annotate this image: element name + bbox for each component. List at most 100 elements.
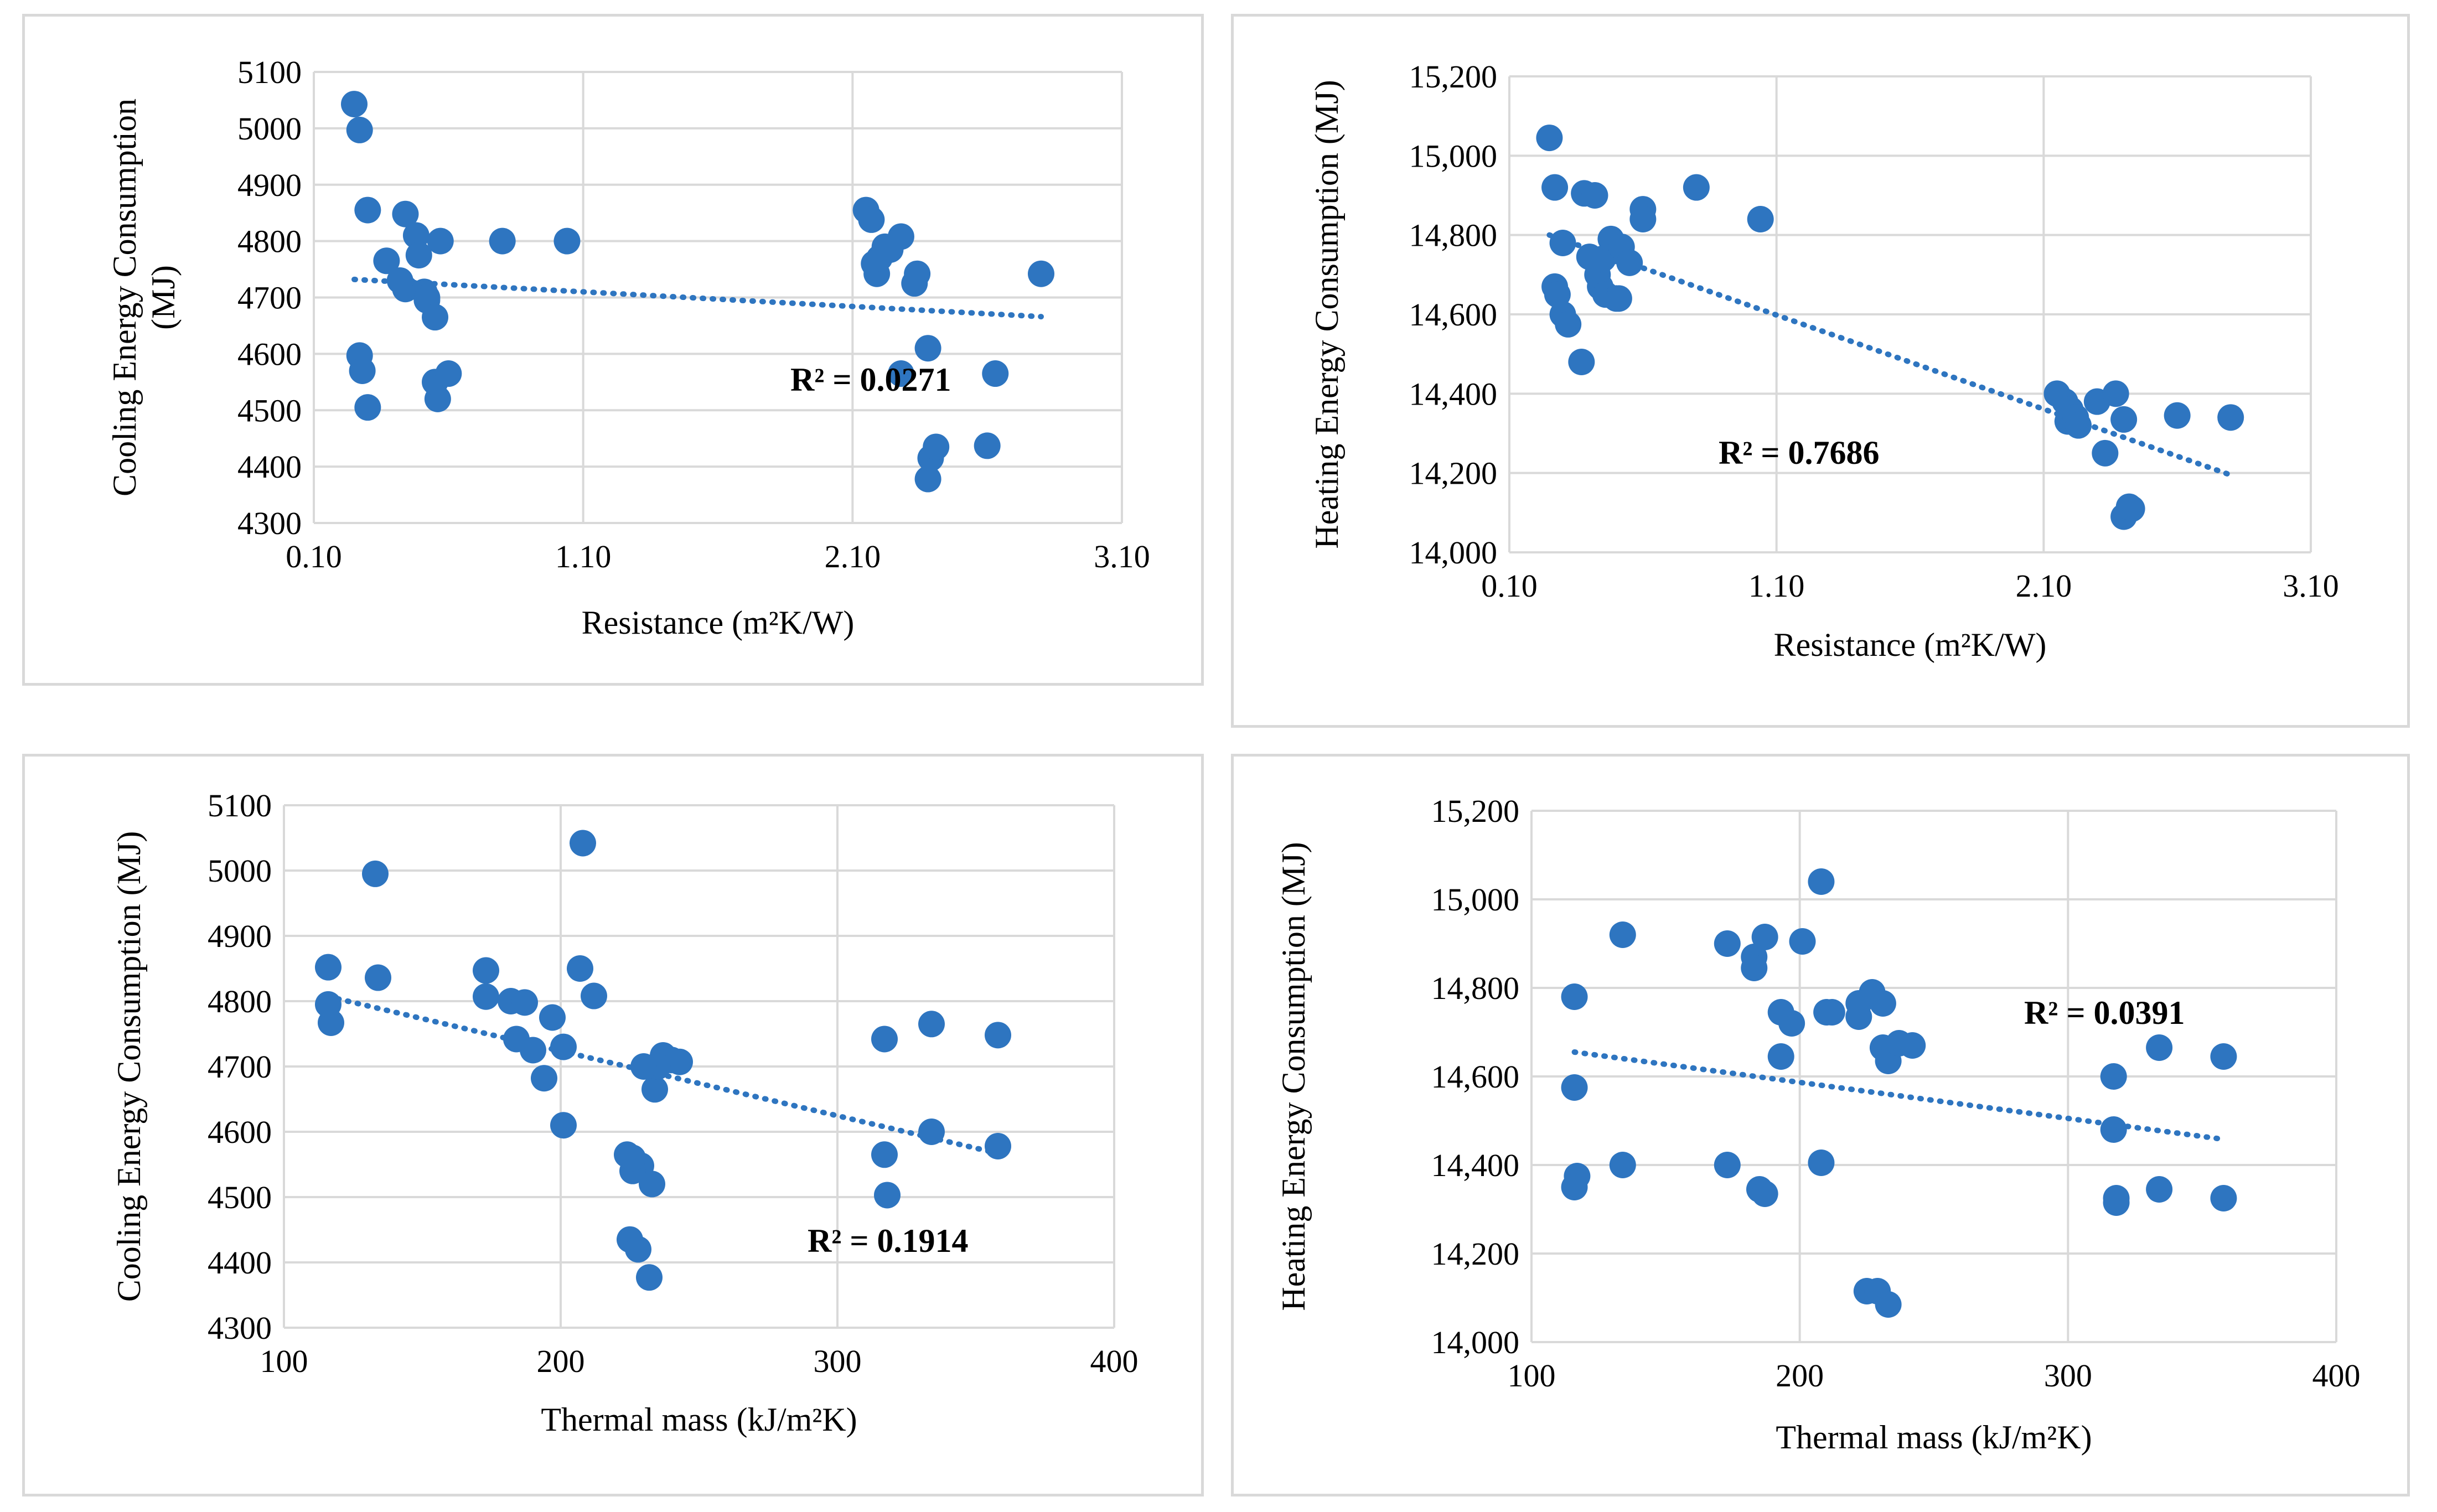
data-point <box>904 260 931 287</box>
x-tick-label: 200 <box>1776 1358 1824 1394</box>
data-point <box>2210 1043 2237 1070</box>
data-point <box>2164 402 2191 429</box>
y-tick-label: 4900 <box>208 918 272 954</box>
y-tick-label: 14,600 <box>1409 297 1498 333</box>
y-tick-label: 4300 <box>237 505 302 541</box>
data-point <box>422 304 448 331</box>
data-point <box>1741 955 1768 981</box>
r-squared-annotation: R² = 0.7686 <box>1719 434 1880 471</box>
data-point <box>2103 1189 2130 1216</box>
data-point <box>2100 1063 2127 1090</box>
chart-panel-heating-thermal-mass: 14,000 14,200 14,400 14,600 14,800 15,000 15,2… <box>1231 754 2410 1497</box>
data-point <box>354 394 381 421</box>
y-tick-label: 5000 <box>208 853 272 889</box>
x-tick-label: 200 <box>537 1343 585 1379</box>
data-point <box>918 1011 945 1038</box>
x-axis-label: Resistance (m²K/W) <box>1774 626 2047 663</box>
data-point <box>1751 1180 1778 1207</box>
y-tick-label: 14,200 <box>1409 455 1498 491</box>
data-point <box>858 206 885 233</box>
scatter-chart: 4300 4400 4500 4600 4700 4800 4900 5000 5100 100 2… <box>111 788 1139 1438</box>
scatter-chart: 14,000 14,200 14,400 14,600 14,800 15,000 15,2… <box>1308 59 2339 663</box>
data-point <box>570 830 596 857</box>
data-point <box>1616 249 1643 276</box>
data-point <box>2065 412 2092 439</box>
y-tick-label: 4700 <box>237 280 302 316</box>
data-point <box>2146 1176 2173 1203</box>
data-point <box>1818 999 1845 1026</box>
y-tick-label: 4400 <box>237 449 302 485</box>
data-point <box>1605 285 1632 312</box>
data-point <box>473 957 499 984</box>
y-tick-label: 14,000 <box>1409 535 1498 571</box>
data-point <box>985 1132 1011 1159</box>
data-point <box>405 242 432 269</box>
data-point <box>1778 1010 1805 1037</box>
data-point <box>1747 206 1774 232</box>
data-point <box>2092 439 2119 467</box>
x-axis-label: Thermal mass (kJ/m²K) <box>541 1401 857 1438</box>
data-point <box>531 1065 557 1092</box>
data-point <box>2210 1185 2237 1211</box>
y-axis-label: Cooling Energy Consumption(MJ) <box>106 99 182 496</box>
data-point <box>489 227 516 255</box>
data-point <box>1555 310 1582 338</box>
data-point <box>354 196 381 224</box>
y-tick-label: 15,200 <box>1409 59 1498 95</box>
y-tick-label: 4500 <box>237 392 302 428</box>
y-tick-label: 14,800 <box>1431 970 1520 1006</box>
data-point <box>567 955 593 982</box>
x-tick-label: 1.10 <box>555 538 612 574</box>
data-point <box>315 954 342 981</box>
x-tick-label: 0.10 <box>1481 568 1538 604</box>
x-tick-label: 3.10 <box>2283 568 2339 604</box>
data-point <box>581 982 607 1009</box>
data-point <box>2102 380 2129 407</box>
data-point <box>982 360 1009 387</box>
data-point <box>1808 868 1835 895</box>
y-tick-label: 14,400 <box>1409 376 1498 412</box>
data-point <box>1875 1291 1902 1318</box>
scatter-chart: 4300 4400 4500 4600 4700 4800 4900 5000 5100 0.10… <box>106 54 1150 641</box>
chart-panel-cooling-resistance: 4300 4400 4500 4600 4700 4800 4900 5000 5100 0.10… <box>22 14 1204 686</box>
data-point <box>1609 1152 1636 1178</box>
data-point <box>1808 1149 1835 1176</box>
y-tick-label: 4900 <box>237 167 302 203</box>
data-point <box>625 1236 651 1263</box>
y-tick-label: 14,000 <box>1431 1324 1520 1360</box>
data-point <box>914 335 941 362</box>
data-point <box>349 357 376 384</box>
data-point <box>1536 125 1563 152</box>
data-point <box>666 1048 693 1075</box>
data-point <box>923 433 950 460</box>
data-point <box>619 1145 646 1172</box>
data-point <box>887 223 914 250</box>
data-point <box>918 1119 945 1145</box>
y-tick-label: 15,000 <box>1409 138 1498 174</box>
data-point <box>1568 349 1595 375</box>
y-tick-label: 14,400 <box>1431 1147 1520 1183</box>
y-tick-label: 4700 <box>208 1049 272 1085</box>
data-point <box>1028 260 1054 287</box>
y-tick-label: 14,800 <box>1409 218 1498 253</box>
x-tick-label: 1.10 <box>1748 568 1805 604</box>
y-tick-label: 5100 <box>237 54 302 90</box>
data-point <box>630 1053 657 1080</box>
x-tick-label: 3.10 <box>1094 538 1150 574</box>
data-point <box>520 1037 546 1064</box>
data-point <box>1549 230 1576 256</box>
y-tick-label: 4800 <box>208 983 272 1019</box>
data-point <box>1845 1003 1872 1030</box>
data-point <box>985 1022 1011 1049</box>
data-point <box>1581 182 1608 209</box>
data-point <box>1629 206 1657 232</box>
data-point <box>2115 493 2143 520</box>
data-point <box>1609 921 1636 948</box>
data-point <box>511 989 538 1016</box>
y-axis-label: Heating Energy Consumption (MJ) <box>1275 842 1312 1311</box>
data-point <box>914 465 941 493</box>
data-point <box>1714 930 1741 957</box>
data-point <box>2110 406 2138 433</box>
r-squared-annotation: R² = 0.1914 <box>808 1223 969 1259</box>
y-axis-label: Heating Energy Consumption (MJ) <box>1308 80 1345 548</box>
